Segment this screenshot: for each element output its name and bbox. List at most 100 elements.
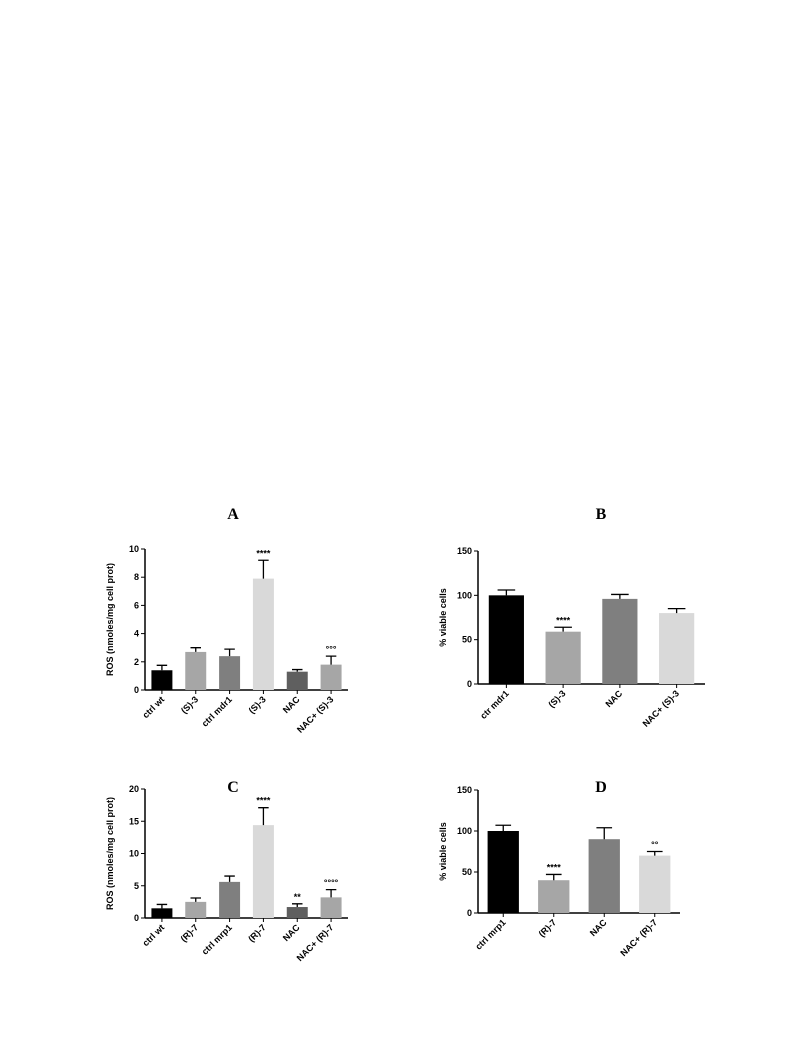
chart-panel: D % viable cells 0 50 100 150 ctrl mrp1 **** (R)… — [438, 779, 680, 958]
significance-label: **** — [256, 548, 271, 558]
error-bar — [554, 626, 572, 632]
chart-title: D — [595, 779, 607, 796]
bar — [286, 907, 308, 918]
error-bar — [545, 873, 562, 881]
x-tick-label: (S)-3 — [179, 694, 200, 715]
error-bar — [497, 589, 516, 596]
bar — [219, 656, 241, 690]
y-tick-label: 50 — [462, 635, 472, 645]
chart-title: A — [227, 506, 239, 523]
x-tick-label: NAC — [603, 688, 624, 709]
bar — [185, 651, 207, 690]
y-tick-label: 0 — [134, 913, 139, 923]
bar — [151, 908, 173, 918]
bar — [487, 831, 519, 913]
error-bar — [156, 903, 168, 909]
error-bar — [596, 827, 613, 840]
significance-label: °°°° — [324, 878, 339, 888]
y-tick-label: 100 — [457, 826, 472, 836]
x-tick-label: NAC+ (S)-3 — [641, 688, 681, 728]
y-tick-label: 5 — [134, 881, 139, 891]
bar — [151, 670, 173, 690]
error-bar — [156, 664, 168, 671]
error-bar — [325, 888, 337, 898]
y-tick-label: 20 — [129, 784, 139, 794]
significance-label: **** — [547, 862, 562, 872]
y-tick-label: 0 — [134, 685, 139, 695]
x-tick-label: (S)-3 — [247, 694, 268, 715]
y-tick-label: 50 — [462, 867, 472, 877]
bar — [659, 613, 695, 684]
y-tick-label: 6 — [134, 600, 139, 610]
y-tick-label: 15 — [129, 816, 139, 826]
bar — [252, 825, 274, 918]
significance-label: **** — [556, 615, 571, 625]
y-tick-label: 0 — [467, 679, 472, 689]
y-axis-label: ROS (nmoles/mg cell prot) — [105, 563, 115, 676]
x-tick-label: NAC+ (R)-7 — [618, 917, 659, 958]
error-bar — [224, 875, 235, 882]
x-tick-label: NAC — [281, 922, 302, 943]
y-tick-label: 10 — [129, 544, 139, 554]
bar — [602, 598, 638, 684]
x-tick-label: (R)-7 — [537, 917, 559, 939]
chart-panel: A ROS (nmoles/mg cell prot) 0 2 4 6 8 10 ctrl wt… — [105, 506, 348, 735]
x-tick-label: NAC — [588, 917, 609, 938]
significance-label: **** — [256, 796, 271, 806]
error-bar — [190, 897, 201, 902]
error-bar — [292, 668, 303, 672]
x-tick-label: ctrl mrp1 — [473, 917, 507, 951]
x-tick-label: NAC — [281, 694, 302, 715]
error-bar — [258, 807, 269, 826]
error-bar — [292, 903, 303, 908]
bar — [588, 839, 620, 913]
error-bar — [646, 850, 663, 856]
x-tick-label: ctr mdr1 — [478, 688, 511, 721]
y-tick-label: 10 — [129, 849, 139, 859]
y-axis-label: ROS (nmoles/mg cell prot) — [105, 797, 115, 910]
bar — [286, 671, 308, 690]
x-tick-label: NAC+ (R)-7 — [295, 922, 336, 963]
bar — [320, 664, 342, 690]
significance-label: °° — [651, 840, 659, 850]
chart-panel: C ROS (nmoles/mg cell prot) 0 5 10 15 20 ctrl w… — [105, 779, 348, 963]
bar — [252, 578, 274, 690]
x-tick-label: ctrl mrp1 — [200, 922, 234, 956]
bar — [545, 631, 581, 684]
significance-label: ** — [294, 892, 302, 902]
x-tick-label: ctrl mdr1 — [200, 694, 234, 728]
error-bar — [495, 824, 512, 831]
error-bar — [258, 559, 269, 579]
x-tick-label: (R)-7 — [246, 922, 268, 944]
y-tick-label: 150 — [457, 546, 472, 556]
y-tick-label: 0 — [467, 908, 472, 918]
x-tick-label: ctrl wt — [141, 694, 167, 720]
error-bar — [667, 607, 686, 614]
y-tick-label: 8 — [134, 572, 139, 582]
y-tick-label: 4 — [134, 629, 139, 639]
x-tick-label: ctrl wt — [141, 922, 167, 948]
bar — [488, 595, 524, 684]
y-tick-label: 100 — [457, 590, 472, 600]
significance-label: °°° — [326, 644, 337, 654]
chart-title: C — [227, 779, 239, 796]
y-tick-label: 2 — [134, 657, 139, 667]
error-bar — [325, 655, 337, 665]
bar — [639, 855, 671, 913]
error-bar — [190, 647, 201, 652]
chart-panel: B % viable cells 0 50 100 150 ctr mdr1 **** (S)-… — [438, 506, 705, 729]
y-axis-label: % viable cells — [438, 822, 448, 881]
bar — [219, 881, 241, 918]
bar — [320, 897, 342, 918]
y-axis-label: % viable cells — [438, 588, 448, 647]
chart-title: B — [596, 506, 607, 523]
x-tick-label: (S)-3 — [546, 688, 567, 709]
error-bar — [224, 648, 235, 657]
x-tick-label: (R)-7 — [179, 922, 201, 944]
error-bar — [611, 593, 629, 599]
y-tick-label: 150 — [457, 785, 472, 795]
x-tick-label: NAC+ (S)-3 — [295, 694, 335, 734]
bar — [538, 880, 570, 913]
bar — [185, 901, 207, 918]
